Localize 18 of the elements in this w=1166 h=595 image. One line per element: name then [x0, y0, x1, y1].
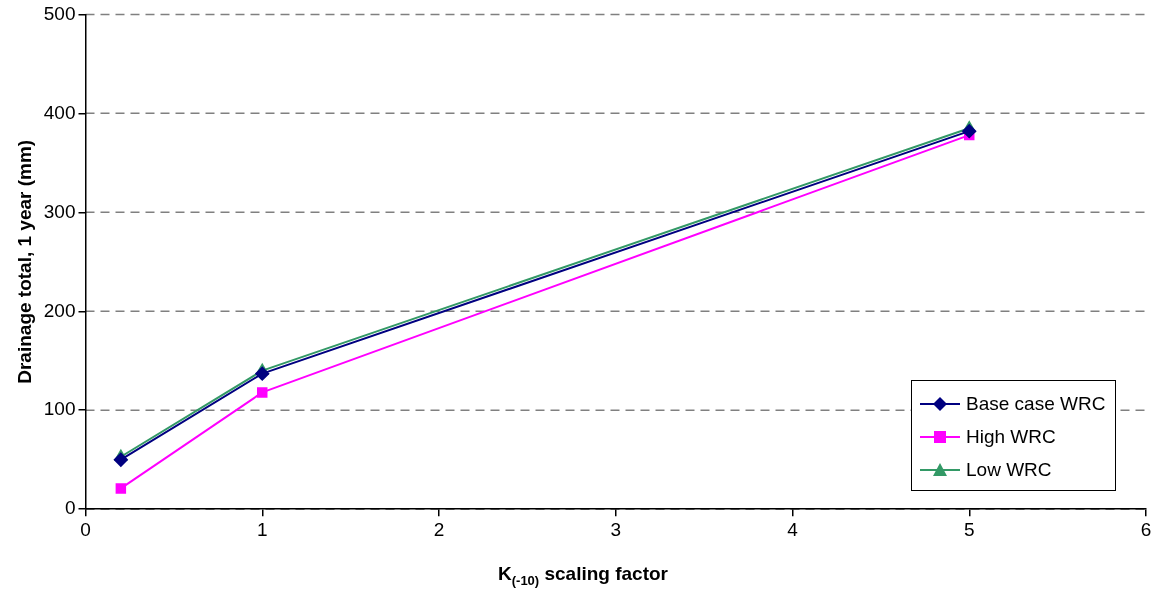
x-tick-label: 6	[1140, 518, 1152, 540]
legend-label: High WRC	[966, 425, 1056, 448]
legend-label: Low WRC	[966, 458, 1052, 481]
y-tick-label: 100	[43, 398, 76, 420]
y-tick-label: 400	[43, 101, 76, 123]
legend-label: Base case WRC	[966, 392, 1106, 415]
y-tick-label: 500	[43, 2, 76, 24]
x-tick-label: 5	[963, 518, 975, 540]
x-tick-label: 1	[256, 518, 268, 540]
x-tick-label: 2	[433, 518, 445, 540]
y-tick-label: 200	[43, 299, 76, 321]
x-axis-title: K$_{(-10)}$ scaling factor	[497, 563, 669, 588]
x-tick-label: 3	[610, 518, 622, 540]
x-tick-label: 4	[787, 518, 799, 540]
y-tick-label: 300	[43, 200, 76, 222]
y-tick-label: 0	[64, 497, 76, 519]
y-axis-title: Drainage total, 1 year (mm)	[13, 139, 35, 384]
x-tick-label: 0	[80, 518, 91, 540]
